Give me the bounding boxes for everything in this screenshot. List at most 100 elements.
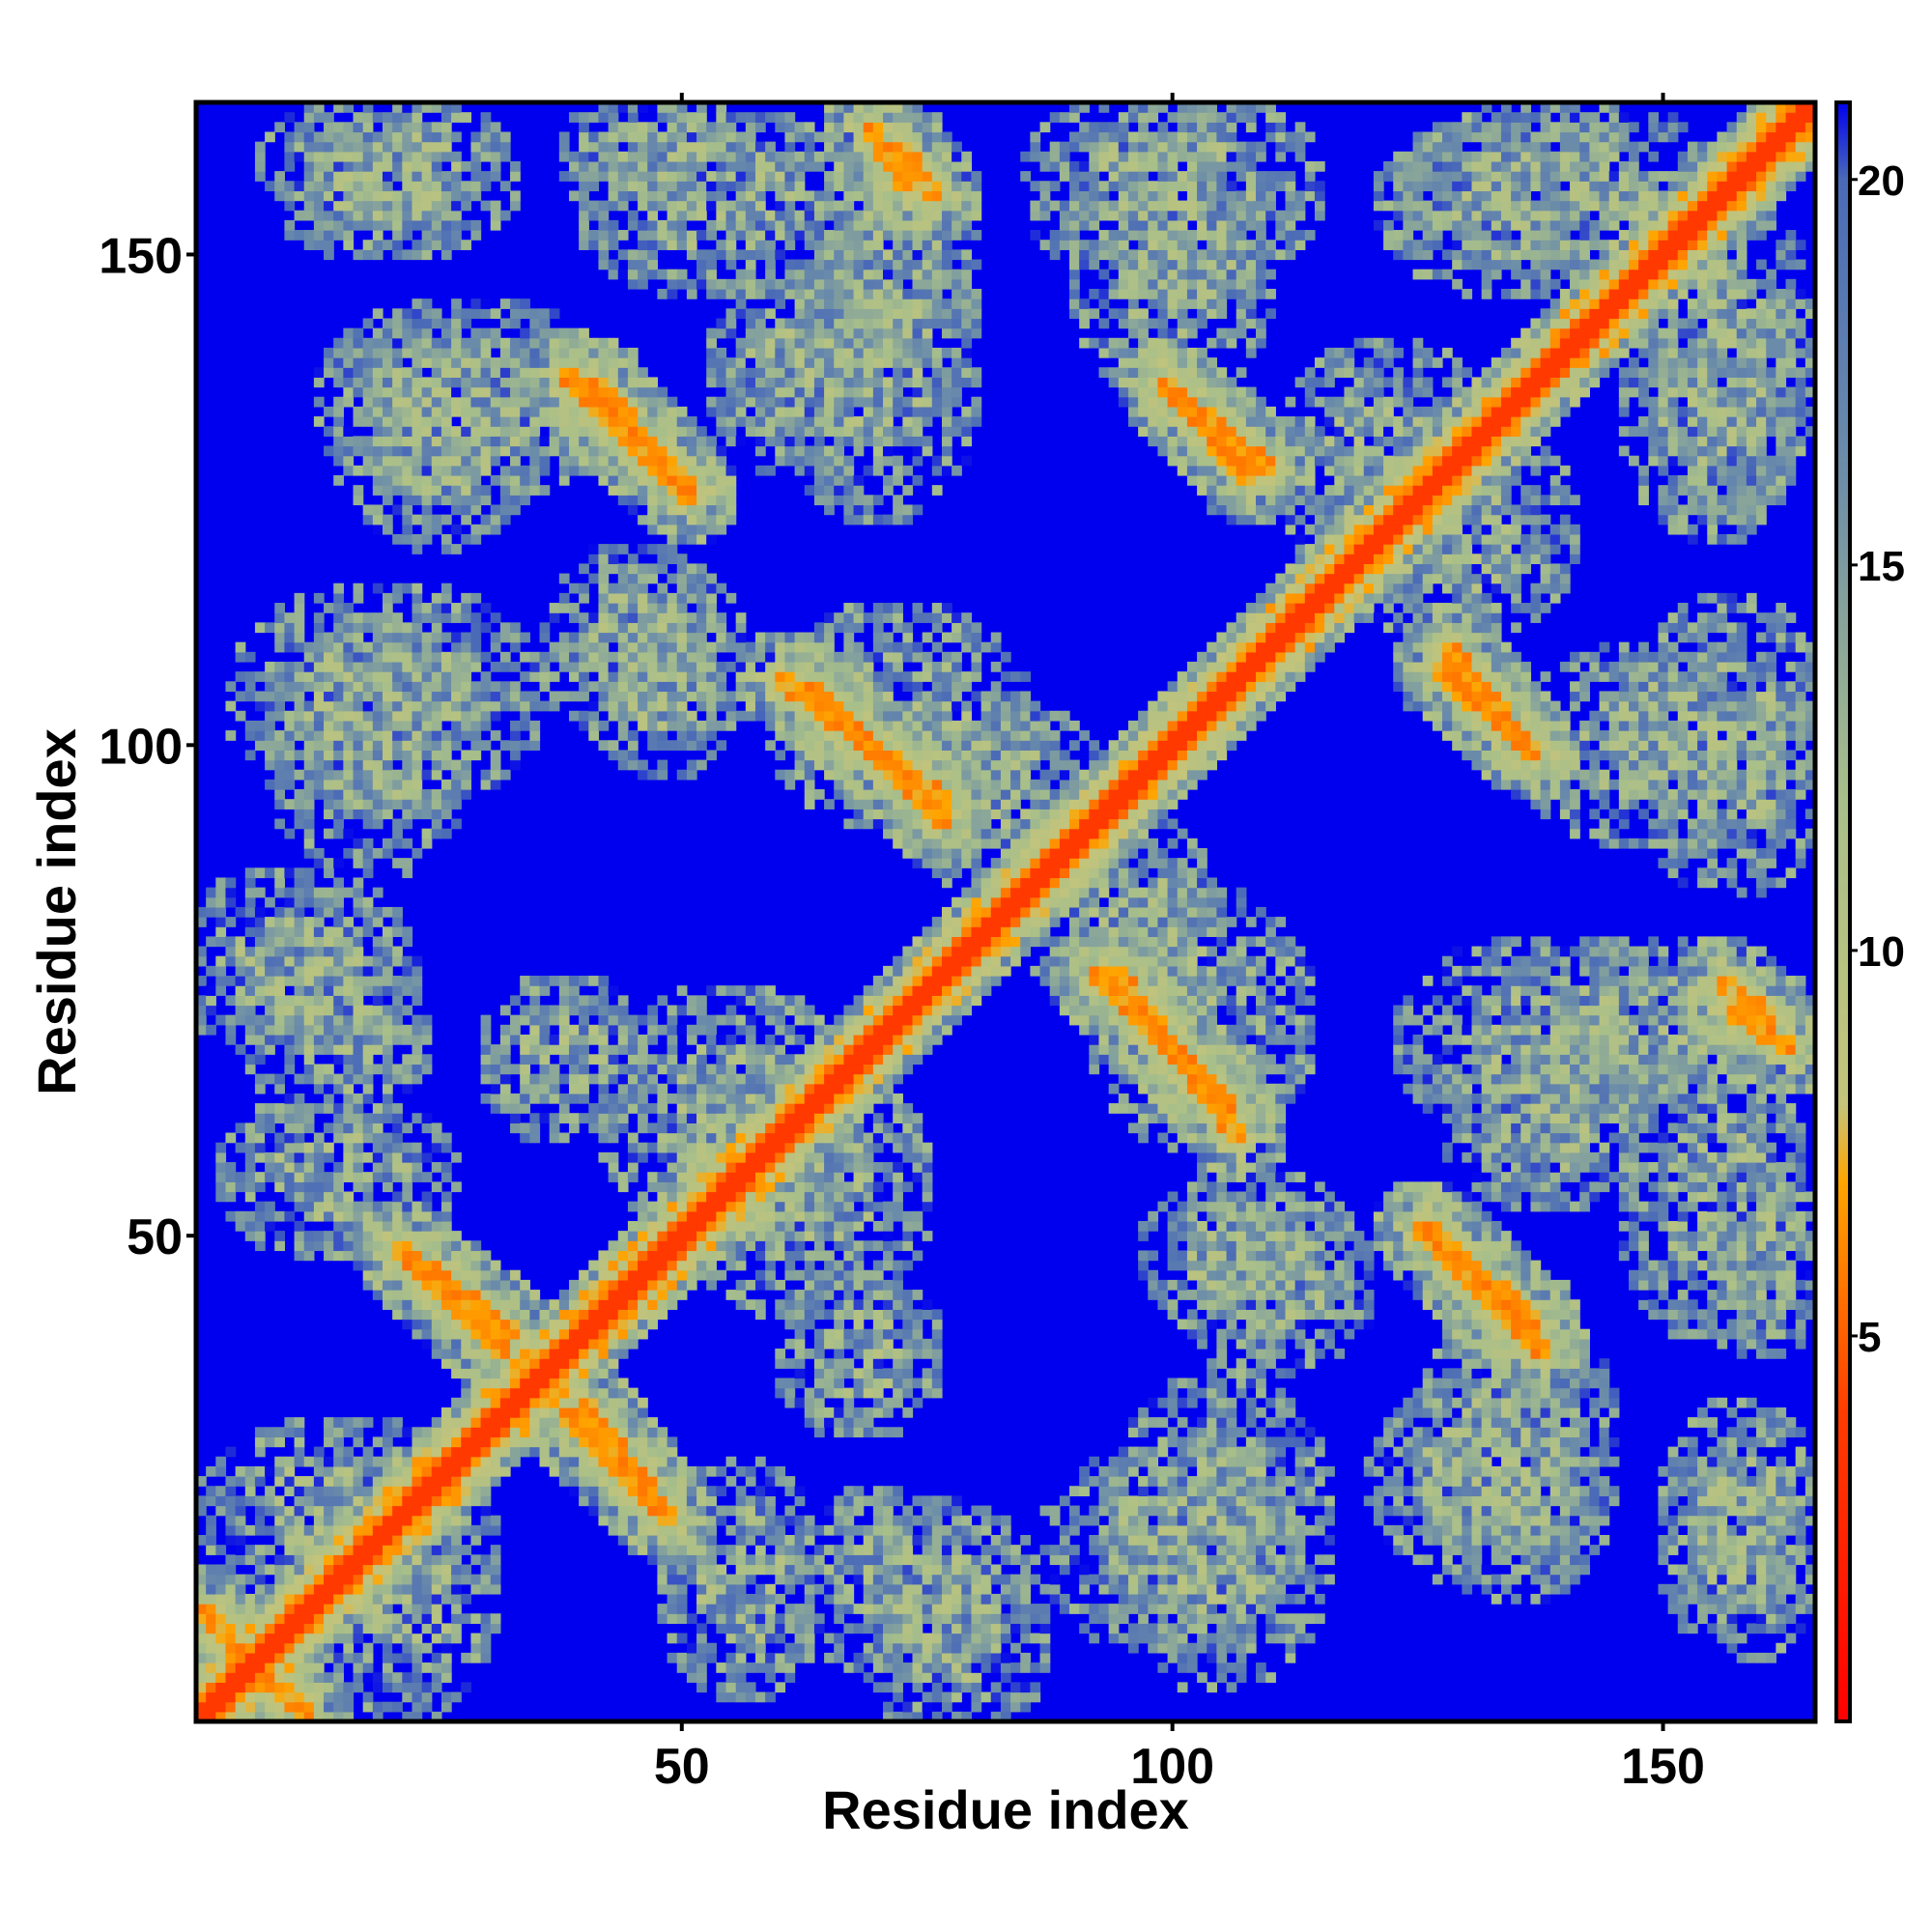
heatmap-cell — [353, 1034, 364, 1045]
heatmap-cell — [667, 622, 678, 634]
heatmap-cell — [579, 337, 589, 349]
heatmap-cell — [254, 965, 266, 977]
heatmap-cell — [754, 1181, 766, 1193]
heatmap-cell — [225, 1505, 237, 1517]
heatmap-cell — [333, 416, 344, 427]
heatmap-cell — [313, 710, 325, 722]
heatmap-cell — [284, 1427, 296, 1438]
heatmap-cell — [353, 160, 364, 172]
heatmap-cell — [343, 1103, 355, 1114]
heatmap-cell — [754, 1623, 766, 1634]
heatmap-cell — [421, 524, 433, 535]
heatmap-cell — [215, 1162, 227, 1173]
heatmap-cell — [421, 1034, 433, 1045]
heatmap-cell — [617, 582, 629, 594]
heatmap-cell — [510, 1406, 521, 1418]
heatmap-cell — [617, 1113, 629, 1123]
heatmap-cell — [686, 465, 697, 476]
heatmap-cell — [608, 181, 619, 192]
heatmap-cell — [372, 190, 384, 202]
heatmap-cell — [451, 720, 462, 731]
heatmap-cell — [539, 681, 551, 693]
heatmap-cell — [353, 906, 364, 918]
heatmap-cell — [480, 465, 492, 476]
heatmap-cell — [235, 1682, 246, 1693]
heatmap-cell — [324, 700, 334, 712]
heatmap-cell — [667, 1269, 678, 1281]
heatmap-cell — [440, 318, 452, 329]
heatmap-cell — [499, 181, 511, 192]
heatmap-cell — [716, 151, 727, 162]
heatmap-cell — [499, 485, 511, 496]
heatmap-cell — [382, 592, 393, 604]
heatmap-cell — [480, 357, 492, 368]
heatmap-cell — [461, 1269, 472, 1281]
heatmap-cell — [617, 710, 629, 722]
heatmap-cell — [235, 1210, 246, 1222]
heatmap-cell — [254, 1465, 266, 1477]
heatmap-cell — [382, 641, 393, 653]
heatmap-cell — [608, 1397, 619, 1408]
heatmap-cell — [284, 1682, 296, 1693]
heatmap-cell — [647, 151, 659, 162]
heatmap-cell — [657, 1151, 668, 1163]
heatmap-cell — [480, 1633, 492, 1644]
heatmap-cell — [274, 641, 286, 653]
heatmap-cell — [529, 976, 541, 986]
heatmap-cell — [382, 1073, 393, 1085]
heatmap-cell — [451, 1623, 462, 1634]
heatmap-cell — [313, 926, 325, 937]
heatmap-cell — [421, 661, 433, 672]
heatmap-cell — [588, 1456, 600, 1467]
heatmap-cell — [638, 1103, 648, 1114]
heatmap-cell — [412, 1231, 423, 1241]
heatmap-cell — [725, 436, 737, 447]
heatmap-cell — [549, 1005, 560, 1016]
heatmap-cell — [470, 190, 482, 202]
heatmap-cell — [754, 681, 766, 693]
heatmap-cell — [421, 298, 433, 309]
heatmap-cell — [362, 377, 374, 388]
heatmap-cell — [343, 1682, 355, 1693]
heatmap-cell — [254, 985, 266, 996]
heatmap-cell — [343, 1545, 355, 1555]
heatmap-cell — [333, 1436, 344, 1448]
heatmap-cell — [254, 1476, 266, 1487]
heatmap-cell — [215, 1014, 227, 1026]
heatmap-cell — [215, 1545, 227, 1555]
heatmap-cell — [499, 131, 511, 143]
heatmap-cell — [676, 151, 688, 162]
heatmap-cell — [274, 1465, 286, 1477]
heatmap-cell — [402, 720, 413, 731]
heatmap-cell — [421, 102, 433, 113]
heatmap-cell — [244, 1142, 256, 1153]
heatmap-cell — [362, 1073, 374, 1085]
heatmap-cell — [627, 1172, 639, 1182]
heatmap-cell — [598, 1515, 610, 1526]
heatmap-cell — [617, 632, 629, 643]
heatmap-cell — [362, 1220, 374, 1232]
heatmap-cell — [313, 750, 325, 761]
heatmap-cell — [254, 151, 266, 162]
heatmap-cell — [539, 1005, 551, 1016]
heatmap-cell — [313, 720, 325, 731]
heatmap-cell — [421, 1024, 433, 1036]
heatmap-cell — [480, 1406, 492, 1418]
heatmap-cell — [431, 1633, 442, 1644]
heatmap-cell — [254, 1554, 266, 1566]
heatmap-cell — [638, 1269, 648, 1281]
heatmap-cell — [303, 141, 315, 153]
heatmap-cell — [343, 1633, 355, 1644]
heatmap-cell — [529, 985, 541, 996]
heatmap-cell — [235, 1711, 246, 1722]
heatmap-cell — [598, 681, 610, 693]
heatmap-cell — [510, 1446, 521, 1458]
heatmap-cell — [451, 779, 462, 790]
heatmap-cell — [706, 641, 717, 653]
heatmap-cell — [343, 779, 355, 790]
heatmap-cell — [372, 1711, 384, 1722]
heatmap-cell — [588, 1417, 600, 1428]
heatmap-cell — [754, 1142, 766, 1153]
heatmap-cell — [333, 1682, 344, 1693]
heatmap-cell — [470, 171, 482, 182]
